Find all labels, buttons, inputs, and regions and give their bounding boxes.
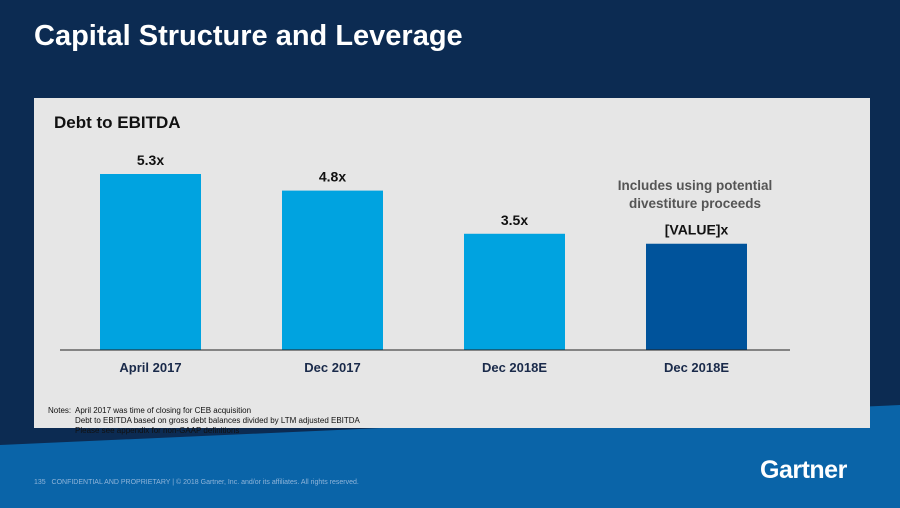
annotation-line-1: Includes using potential xyxy=(617,178,773,193)
category-label: Dec 2018E xyxy=(664,360,729,375)
data-label: 3.5x xyxy=(501,212,528,228)
footer: 135 CONFIDENTIAL AND PROPRIETARY | © 201… xyxy=(34,479,359,486)
footer-text: CONFIDENTIAL AND PROPRIETARY | © 2018 Ga… xyxy=(51,479,359,486)
category-label: Dec 2017 xyxy=(304,360,360,375)
chart-annotation: Includes using potential divestiture pro… xyxy=(600,177,790,213)
gartner-logo: Gartner xyxy=(760,456,847,484)
page-number: 135 xyxy=(34,479,46,486)
data-label: 4.8x xyxy=(319,169,346,185)
bar xyxy=(100,174,201,350)
note-line: Please see appendix for non-GAAP definit… xyxy=(75,426,240,435)
page-title: Capital Structure and Leverage xyxy=(34,20,463,52)
chart-title: Debt to EBITDA xyxy=(54,113,181,132)
note-line: Debt to EBITDA based on gross debt balan… xyxy=(75,416,360,425)
category-label: Dec 2018E xyxy=(482,360,547,375)
data-label: [VALUE]x xyxy=(665,222,729,238)
bar xyxy=(646,243,747,350)
note-line: April 2017 was time of closing for CEB a… xyxy=(75,406,252,415)
data-label: 5.3x xyxy=(137,152,164,168)
annotation-line-2: divestiture proceeds xyxy=(628,196,762,211)
notes: Notes: April 2017 was time of closing for… xyxy=(48,406,360,436)
bar xyxy=(282,190,383,350)
notes-label: Notes: xyxy=(48,406,72,415)
category-label: April 2017 xyxy=(119,360,181,375)
bar xyxy=(464,233,565,350)
